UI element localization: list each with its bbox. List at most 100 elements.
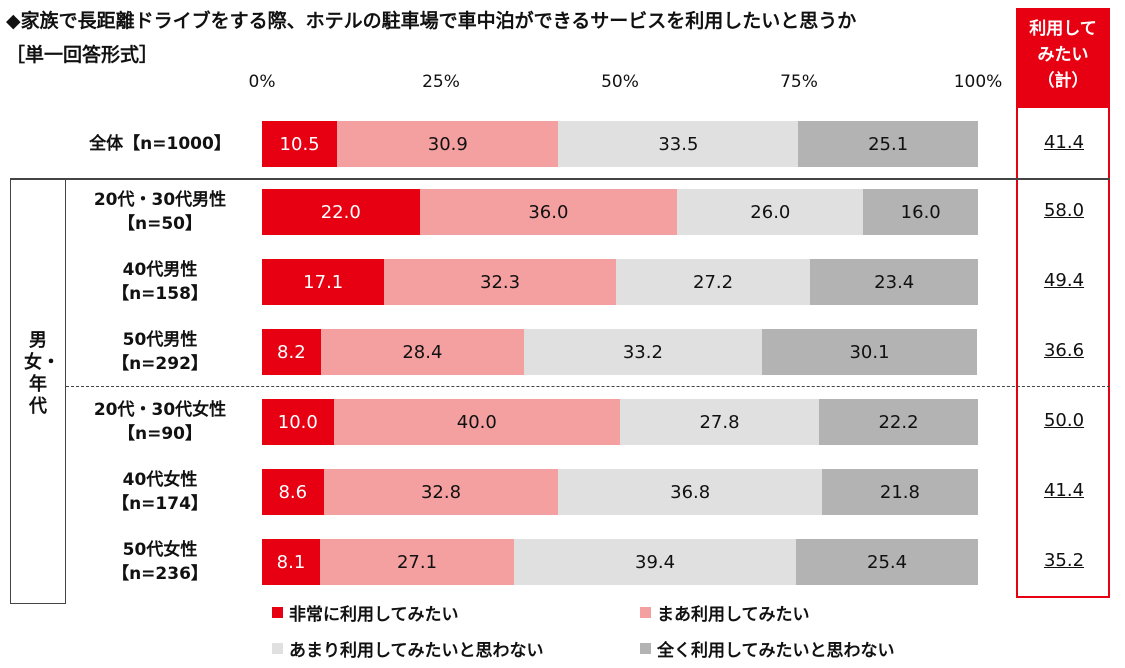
data-label: 36.0 [528,201,569,223]
total-value: 36.6 [1043,340,1085,361]
bar-segment: 40.0 [333,399,620,445]
category-sample-size: 【n=158】 [112,284,208,304]
data-label: 8.6 [278,481,308,503]
bar-segment: 8.1 [262,539,320,585]
bar-segment: 25.4 [796,539,978,585]
bar-segment: 36.0 [419,189,678,235]
category-label-line: 50代男性 [122,330,198,350]
data-label: 8.2 [277,341,306,363]
legend-label: 全く利用してみたいと思わない [657,641,895,661]
bar-segment: 16.0 [863,189,978,235]
bar-segment: 27.8 [620,399,820,445]
bar-segment: 22.0 [262,189,420,235]
legend-label: まあ利用してみたい [657,605,810,625]
total-header-line: 利用して [1029,19,1097,39]
category-label: 全体【n=1000】 [60,132,260,156]
total-value: 50.0 [1043,410,1085,431]
data-label: 27.2 [693,271,734,293]
category-label-line: 40代男性 [122,260,198,280]
legend-swatch [272,643,283,654]
category-label: 20代・30代女性 【n=90】 [60,398,260,446]
category-label-line: 20代・30代女性 [93,400,227,420]
legend-item: 非常に利用してみたい [272,600,459,625]
data-label: 39.4 [635,551,676,573]
data-label: 10.5 [279,133,320,155]
data-label: 23.4 [874,271,915,293]
category-label-line: 20代・30代男性 [93,190,227,210]
bar-segment: 30.1 [761,329,978,375]
category-sample-size: 【n=50】 [117,214,202,234]
category-label-line: 全体【n=1000】 [89,134,231,154]
category-sample-size: 【n=90】 [117,424,202,444]
data-label: 30.9 [427,133,468,155]
chart-subtitle: ［単一回答形式］ [6,44,159,66]
data-label: 8.1 [276,551,306,573]
total-value: 58.0 [1043,200,1085,221]
divider-dashed [66,386,1110,387]
bar-segment: 32.8 [323,469,559,515]
legend-swatch [640,643,651,654]
data-label: 16.0 [900,201,941,223]
category-sample-size: 【n=174】 [112,494,208,514]
bar-segment: 8.2 [262,329,321,375]
legend-item: まあ利用してみたい [640,600,810,625]
data-label: 40.0 [456,411,497,433]
category-sample-size: 【n=236】 [112,564,208,584]
data-label: 27.1 [396,551,438,573]
bar-segment: 17.1 [262,259,385,305]
bar-segment: 36.8 [558,469,822,515]
category-label: 50代女性【n=236】 [60,538,260,586]
bar-segment: 22.2 [819,399,978,445]
data-label: 22.0 [320,201,361,223]
chart-title: ◆家族で長距離ドライブをする際、ホテルの駐車場で車中泊ができるサービスを利用した… [6,10,857,32]
category-label: 50代男性【n=292】 [60,328,260,376]
legend-label: 非常に利用してみたい [289,605,459,625]
data-label: 21.8 [879,481,920,503]
data-label: 36.8 [670,481,711,503]
bar-segment: 10.0 [262,399,334,445]
category-sample-size: 【n=292】 [112,354,208,374]
bar-segment: 32.3 [384,259,616,305]
x-tick-label: 0% [248,72,276,92]
bar-segment: 33.5 [558,121,799,167]
bar-segment: 10.5 [262,121,338,167]
legend-swatch [640,607,651,618]
data-label: 22.2 [878,411,919,433]
bar-segment: 8.6 [262,469,324,515]
x-tick-label: 50% [601,72,639,92]
category-label: 40代女性【n=174】 [60,468,260,516]
data-label: 25.1 [868,133,909,155]
data-label: 17.1 [303,271,344,293]
legend-item: 全く利用してみたいと思わない [640,636,895,661]
total-header-line: （計） [1037,71,1089,91]
bar-segment: 33.2 [524,329,762,375]
data-label: 33.2 [622,341,663,363]
data-label: 26.0 [750,201,791,223]
bar-segment: 27.2 [615,259,811,305]
data-label: 25.4 [867,551,908,573]
total-value: 35.2 [1043,550,1085,571]
group-bracket [10,178,66,604]
category-label-line: 40代女性 [122,470,198,490]
data-label: 33.5 [658,133,699,155]
group-label: 男女・年代 [24,330,60,417]
category-label-line: 50代女性 [122,540,198,560]
bar-segment: 39.4 [514,539,797,585]
data-label: 28.4 [402,341,443,363]
bar-segment: 21.8 [821,469,978,515]
legend-swatch [272,607,283,618]
legend-item: あまり利用してみたいと思わない [272,636,544,661]
legend-label: あまり利用してみたいと思わない [289,641,544,661]
total-value: 41.4 [1043,480,1085,501]
x-tick-label: 25% [422,72,460,92]
bar-segment: 25.1 [798,121,978,167]
x-tick-label: 100% [953,72,1003,92]
bar-segment: 23.4 [810,259,978,305]
data-label: 32.8 [420,481,462,503]
data-label: 30.1 [849,341,890,363]
bar-segment: 27.1 [319,539,515,585]
data-label: 32.3 [480,271,521,293]
data-label: 27.8 [699,411,740,433]
bar-segment: 28.4 [320,329,525,375]
total-header-line: みたい [1037,45,1089,65]
